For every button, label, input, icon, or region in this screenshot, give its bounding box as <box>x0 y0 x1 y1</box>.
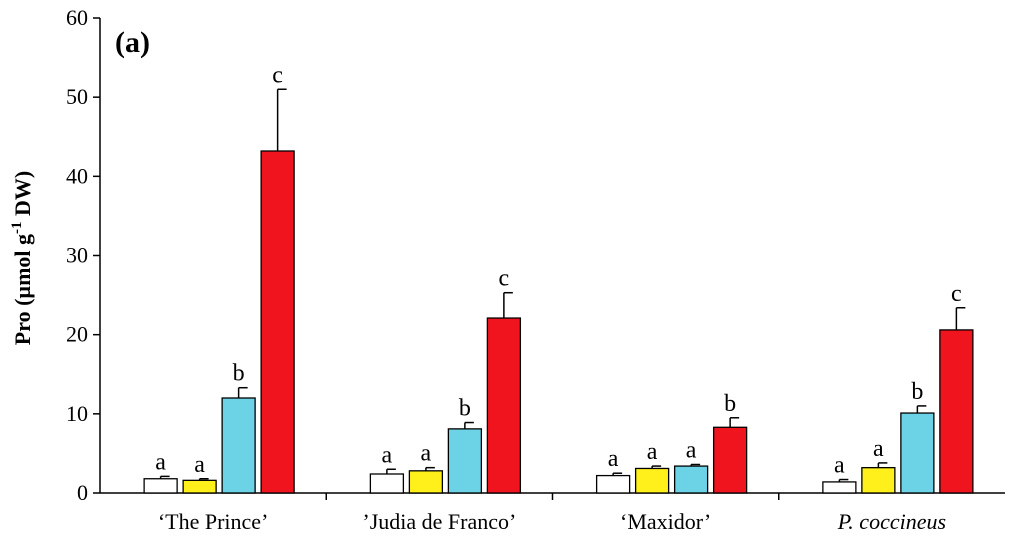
bar <box>369 473 405 494</box>
significance-letter: c <box>951 281 962 307</box>
significance-letter: a <box>873 436 884 462</box>
significance-letter: a <box>647 439 658 465</box>
y-tick-label: 50 <box>66 84 88 109</box>
y-tick-label: 20 <box>66 322 88 347</box>
bar <box>447 428 483 494</box>
bar <box>143 478 178 494</box>
significance-letter: a <box>608 446 619 472</box>
significance-letter: b <box>911 379 923 405</box>
bar <box>595 474 631 494</box>
y-tick-label: 10 <box>66 401 88 426</box>
x-category-label: ‘Maxidor’ <box>620 509 711 534</box>
significance-letter: a <box>421 441 432 467</box>
significance-letter: b <box>459 396 471 422</box>
bar <box>900 412 935 494</box>
x-category-label: P. coccineus <box>837 509 946 534</box>
x-category-label: ’Judia de Franco’ <box>362 509 516 534</box>
bar <box>712 426 748 494</box>
labels: ‘The Prince’ ’Judia de Franco’ ‘Maxidor’ P.… <box>155 62 961 534</box>
significance-letter: b <box>724 391 736 417</box>
bars <box>143 88 974 494</box>
significance-letter: a <box>834 453 845 479</box>
bar <box>634 467 670 494</box>
y-tick-label: 30 <box>66 243 88 268</box>
bar <box>939 329 974 494</box>
bar <box>822 481 857 494</box>
bar <box>486 317 522 494</box>
significance-letter: a <box>686 438 697 464</box>
bar <box>861 467 896 494</box>
bar <box>221 397 256 494</box>
bar <box>673 465 709 494</box>
x-category-label: ‘The Prince’ <box>158 509 269 534</box>
significance-letter: a <box>155 449 166 475</box>
bar <box>260 150 295 494</box>
panel-label: (a) <box>115 26 150 59</box>
y-tick-label: 40 <box>66 163 88 188</box>
significance-letter: a <box>194 452 205 478</box>
significance-letter: b <box>233 361 245 387</box>
y-axis-title-main: Pro (µmol g <box>10 234 35 345</box>
bar <box>408 470 444 494</box>
y-axis-title: Pro (µmol g-1 DW) <box>9 171 35 345</box>
significance-letter: c <box>272 62 283 88</box>
significance-letter: a <box>382 442 393 468</box>
axes: 0 10 20 30 40 50 60 <box>66 5 1005 505</box>
y-axis-title-unit: DW) <box>10 171 35 222</box>
bar <box>182 479 217 494</box>
y-tick-label: 60 <box>66 5 88 30</box>
significance-letter: c <box>499 266 510 292</box>
y-axis-title-superscript: -1 <box>9 221 25 234</box>
y-tick-label: 0 <box>77 480 88 505</box>
